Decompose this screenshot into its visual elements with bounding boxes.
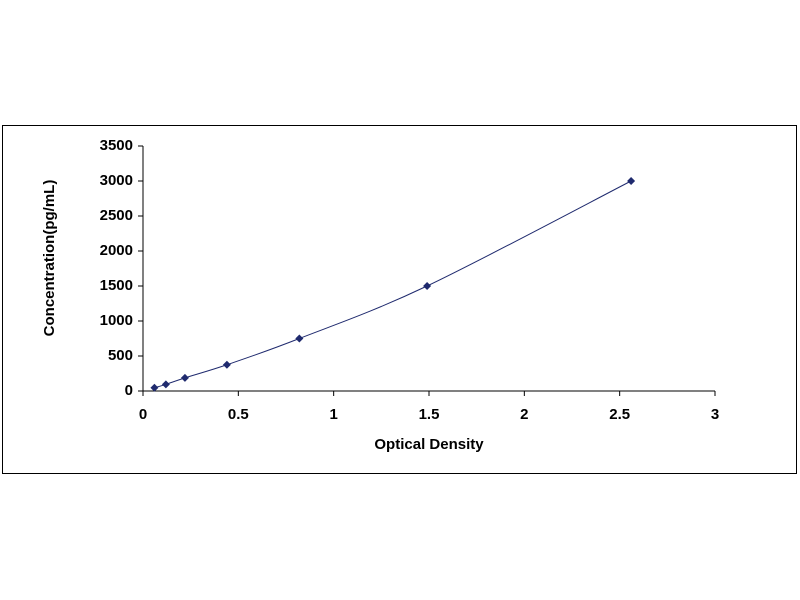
y-tick-label: 3000 [100, 172, 133, 189]
x-tick-label: 1 [329, 406, 337, 423]
data-point [150, 383, 159, 392]
y-axis-label: Concentration(pg/mL) [41, 180, 58, 337]
x-tick-label: 0.5 [228, 406, 249, 423]
x-tick-label: 2 [520, 406, 528, 423]
y-tick-label: 2000 [100, 242, 133, 259]
y-tick-label: 1500 [100, 277, 133, 294]
data-point [295, 334, 304, 343]
y-tick-label: 1000 [100, 312, 133, 329]
x-tick-label: 2.5 [609, 406, 630, 423]
y-tick-label: 2500 [100, 207, 133, 224]
y-tick-label: 500 [108, 347, 133, 364]
y-tick-label: 0 [125, 382, 133, 399]
data-point [180, 373, 189, 382]
x-tick-label: 3 [711, 406, 719, 423]
data-point [222, 360, 231, 369]
data-point [627, 177, 636, 185]
y-tick-label: 3500 [100, 137, 133, 154]
x-tick-label: 1.5 [419, 406, 440, 423]
x-axis-label: Optical Density [374, 436, 484, 453]
data-point [423, 282, 432, 290]
x-tick-label: 0 [139, 406, 147, 423]
data-point [161, 380, 170, 389]
chart-frame [2, 125, 797, 474]
